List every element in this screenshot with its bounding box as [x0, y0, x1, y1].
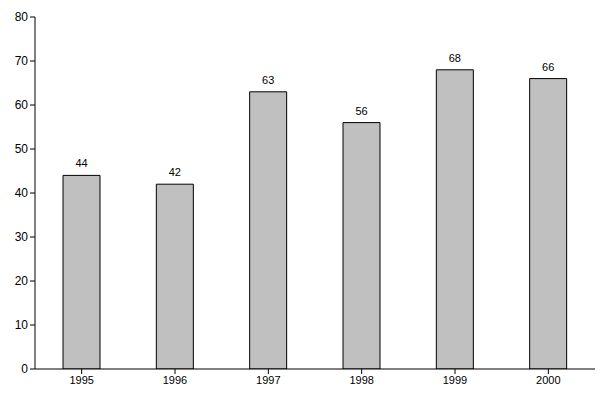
svg-text:50: 50 [15, 142, 29, 156]
svg-text:30: 30 [15, 230, 29, 244]
svg-text:40: 40 [15, 186, 29, 200]
svg-text:2000: 2000 [536, 374, 560, 386]
svg-text:42: 42 [169, 166, 181, 178]
svg-text:68: 68 [449, 52, 461, 64]
svg-text:0: 0 [21, 362, 28, 376]
svg-text:1996: 1996 [163, 374, 187, 386]
svg-text:1997: 1997 [256, 374, 280, 386]
svg-text:66: 66 [542, 61, 554, 73]
svg-text:1999: 1999 [443, 374, 467, 386]
svg-text:10: 10 [15, 318, 29, 332]
svg-text:1995: 1995 [69, 374, 93, 386]
svg-text:44: 44 [75, 157, 87, 169]
svg-text:20: 20 [15, 274, 29, 288]
svg-text:70: 70 [15, 54, 29, 68]
svg-text:60: 60 [15, 98, 29, 112]
svg-text:80: 80 [15, 10, 29, 24]
svg-text:63: 63 [262, 74, 274, 86]
svg-text:1998: 1998 [349, 374, 373, 386]
svg-text:56: 56 [355, 105, 367, 117]
